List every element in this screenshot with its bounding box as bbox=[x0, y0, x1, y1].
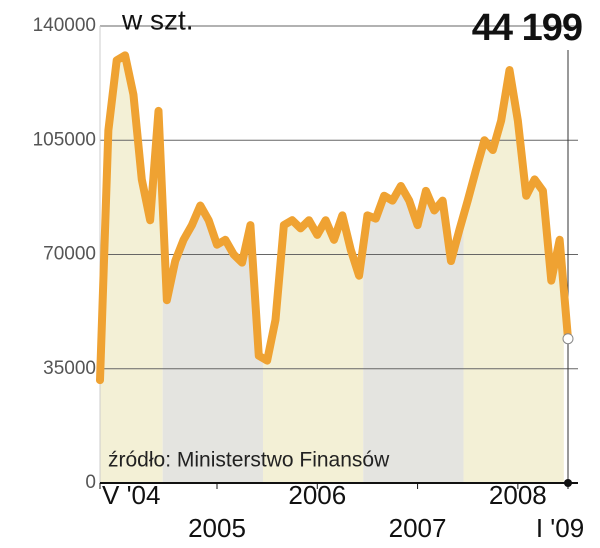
last-point bbox=[562, 333, 574, 345]
source: źródło: Ministerstwo Finansów bbox=[108, 449, 390, 472]
x-tick-label: 2008 bbox=[489, 480, 547, 510]
unit-label: w szt. bbox=[121, 4, 194, 35]
y-tick-label: 0 bbox=[85, 472, 96, 493]
x-tick-label: 2007 bbox=[389, 513, 447, 543]
x-tick-label: 2005 bbox=[188, 513, 246, 543]
annotation: 44 199 bbox=[472, 7, 582, 49]
y-tick-label: 140000 bbox=[33, 15, 96, 36]
y-tick-label: 35000 bbox=[43, 358, 96, 379]
x-tick-label: I '09 bbox=[536, 513, 584, 543]
x-tick-label: V '04 bbox=[102, 480, 160, 510]
y-tick-label: 70000 bbox=[43, 244, 96, 265]
x-tick-label: 2006 bbox=[288, 480, 346, 510]
line bbox=[96, 51, 572, 385]
y-tick-label: 105000 bbox=[33, 129, 96, 150]
